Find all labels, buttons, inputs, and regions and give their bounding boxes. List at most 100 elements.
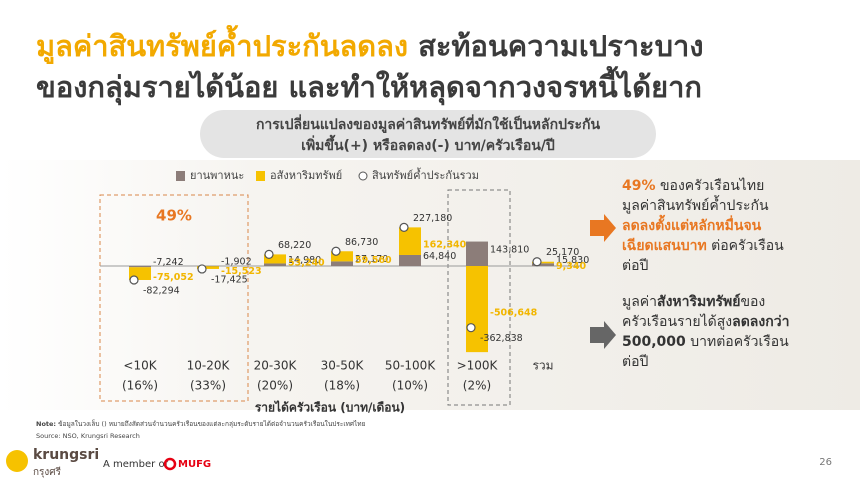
callout-text: ต่อปี xyxy=(622,258,649,274)
x-axis-label: รายได้ครัวเรือน (บาท/เดือน) xyxy=(255,400,405,415)
callout-text: ของครัวเรือนไทย xyxy=(656,177,765,194)
data-label: -15,523 xyxy=(221,266,262,277)
data-label: 25,170 xyxy=(546,247,579,258)
callout-line: 49% ของครัวเรือนไทย xyxy=(622,177,764,194)
legend-label: สินทรัพย์ค้ำประกันรวม xyxy=(372,167,479,182)
member-brand: MUFG xyxy=(178,459,211,470)
legend-label: ยานพาหนะ xyxy=(190,169,244,182)
callout-line: ลดลงตั้งแต่หลักหมื่นจน xyxy=(622,214,762,234)
x-tick-label: >100K xyxy=(457,359,499,373)
x-tick-label: 50-100K xyxy=(385,359,437,373)
x-tick-label: รวม xyxy=(532,359,553,373)
source: Source: NSO, Krungsri Research xyxy=(36,432,140,440)
note-label: Note: xyxy=(36,420,56,428)
x-tick-sublabel: (16%) xyxy=(122,379,158,393)
bar-segment xyxy=(466,241,488,266)
data-label: 27,170 xyxy=(355,254,388,265)
callout-line: ครัวเรือนรายได้สูงลดลงกว่า xyxy=(622,313,789,330)
title-highlight: มูลค่าสินทรัพย์ค้ำประกันลดลง xyxy=(36,24,408,64)
brand-thai: กรุงศรี xyxy=(33,466,62,478)
subtitle-box xyxy=(200,110,656,158)
data-label: 143,810 xyxy=(490,244,529,255)
data-label: -1,902 xyxy=(221,257,252,268)
data-label: 59,560 xyxy=(355,255,392,266)
data-label: -82,294 xyxy=(143,285,180,296)
logo-icon xyxy=(6,450,28,472)
bar-segment xyxy=(264,254,286,264)
data-label: -17,425 xyxy=(211,274,248,285)
callout-text: มูลค่าสินทรัพย์ค้ำประกัน xyxy=(622,195,769,214)
data-label: 9,340 xyxy=(556,261,586,272)
callout-line: ต่อปี xyxy=(622,354,649,370)
data-label: 14,980 xyxy=(288,255,321,266)
mufg-logo xyxy=(163,457,177,471)
data-label: 64,840 xyxy=(423,251,456,262)
x-tick-label: 20-30K xyxy=(254,359,298,373)
page-number: 26 xyxy=(819,457,832,468)
callout-text: 500,000 xyxy=(622,334,686,350)
data-label: 162,340 xyxy=(423,240,467,251)
x-tick-label: 10-20K xyxy=(187,359,231,373)
total-marker xyxy=(264,249,274,260)
total-marker xyxy=(331,246,341,256)
data-label: 68,220 xyxy=(278,240,311,251)
arrow xyxy=(590,214,616,242)
x-tick-sublabel: (10%) xyxy=(392,379,428,393)
legend-swatch xyxy=(256,171,265,181)
callout-text: ครัวเรือนรายได้สูง xyxy=(622,313,732,330)
legend-marker xyxy=(358,171,368,181)
title-line-2: ของกลุ่มรายได้น้อย และทำให้หลุดจากวงจรหน… xyxy=(36,65,702,105)
highlight-box xyxy=(99,194,249,402)
total-marker xyxy=(197,264,207,274)
bar-segment xyxy=(129,266,151,268)
total-marker xyxy=(399,222,409,232)
bar-segment xyxy=(264,263,286,266)
x-tick-label: <10K xyxy=(123,359,157,373)
bar-segment xyxy=(331,251,353,262)
legend-swatch xyxy=(176,171,185,181)
bar-segment xyxy=(532,261,554,264)
member-text: A member of xyxy=(103,459,169,470)
data-label: 227,180 xyxy=(413,213,452,224)
bar-segment xyxy=(197,266,219,269)
total-marker xyxy=(466,323,476,333)
data-label: 53,240 xyxy=(288,257,325,268)
note-text: ข้อมูลในวงเล็บ () หมายถึงสัดส่วนจำนวนครั… xyxy=(56,419,366,428)
callout-line: มูลค่าสินทรัพย์ค้ำประกัน xyxy=(622,195,769,214)
bar-segment xyxy=(399,254,421,266)
bar-segment xyxy=(331,261,353,266)
callout-line: ต่อปี xyxy=(622,258,649,274)
title-line-1: มูลค่าสินทรัพย์ค้ำประกันลดลง สะท้อนความเ… xyxy=(36,24,704,64)
highlight-box xyxy=(447,189,511,406)
total-marker xyxy=(532,257,542,267)
data-label: -362,838 xyxy=(480,333,523,344)
callout-text: บาทต่อครัวเรือน xyxy=(686,334,789,350)
chart-subtitle: การเปลี่ยนแปลงของมูลค่าสินทรัพย์ที่มักใช… xyxy=(256,114,601,133)
callout-text: สังหาริมทรัพย์ xyxy=(657,293,740,310)
callout-text: ต่อครัวเรือน xyxy=(707,238,784,254)
data-label: -7,242 xyxy=(153,257,184,268)
data-label: 15,830 xyxy=(556,255,589,266)
callout-text: 49% xyxy=(622,178,656,194)
data-label: 86,730 xyxy=(345,237,378,248)
x-tick-sublabel: (18%) xyxy=(324,379,360,393)
callout-text: ลดลงกว่า xyxy=(732,314,789,330)
callout-text: ลดลงตั้งแต่หลักหมื่นจน xyxy=(622,214,762,234)
title-rest: สะท้อนความเปราะบาง xyxy=(408,29,703,63)
callout-text: เฉียดแสนบาท xyxy=(622,238,707,254)
bar-segment xyxy=(399,227,421,255)
chart-subtitle: เพิ่มขึ้น(+) หรือลดลง(-) บาท/ครัวเรือน/ป… xyxy=(301,134,555,154)
legend-label: อสังหาริมทรัพย์ xyxy=(270,169,342,182)
bar-segment xyxy=(532,263,554,266)
callout-line: เฉียดแสนบาท ต่อครัวเรือน xyxy=(622,238,784,254)
callout-text: ของ xyxy=(740,294,765,310)
x-tick-sublabel: (33%) xyxy=(190,379,226,393)
footer-bar xyxy=(0,440,860,484)
background-image xyxy=(0,160,860,410)
note: Note: ข้อมูลในวงเล็บ () หมายถึงสัดส่วนจำ… xyxy=(36,419,366,428)
data-label: -506,648 xyxy=(490,308,538,319)
total-marker xyxy=(129,275,139,285)
annotation: 49% xyxy=(156,207,192,225)
